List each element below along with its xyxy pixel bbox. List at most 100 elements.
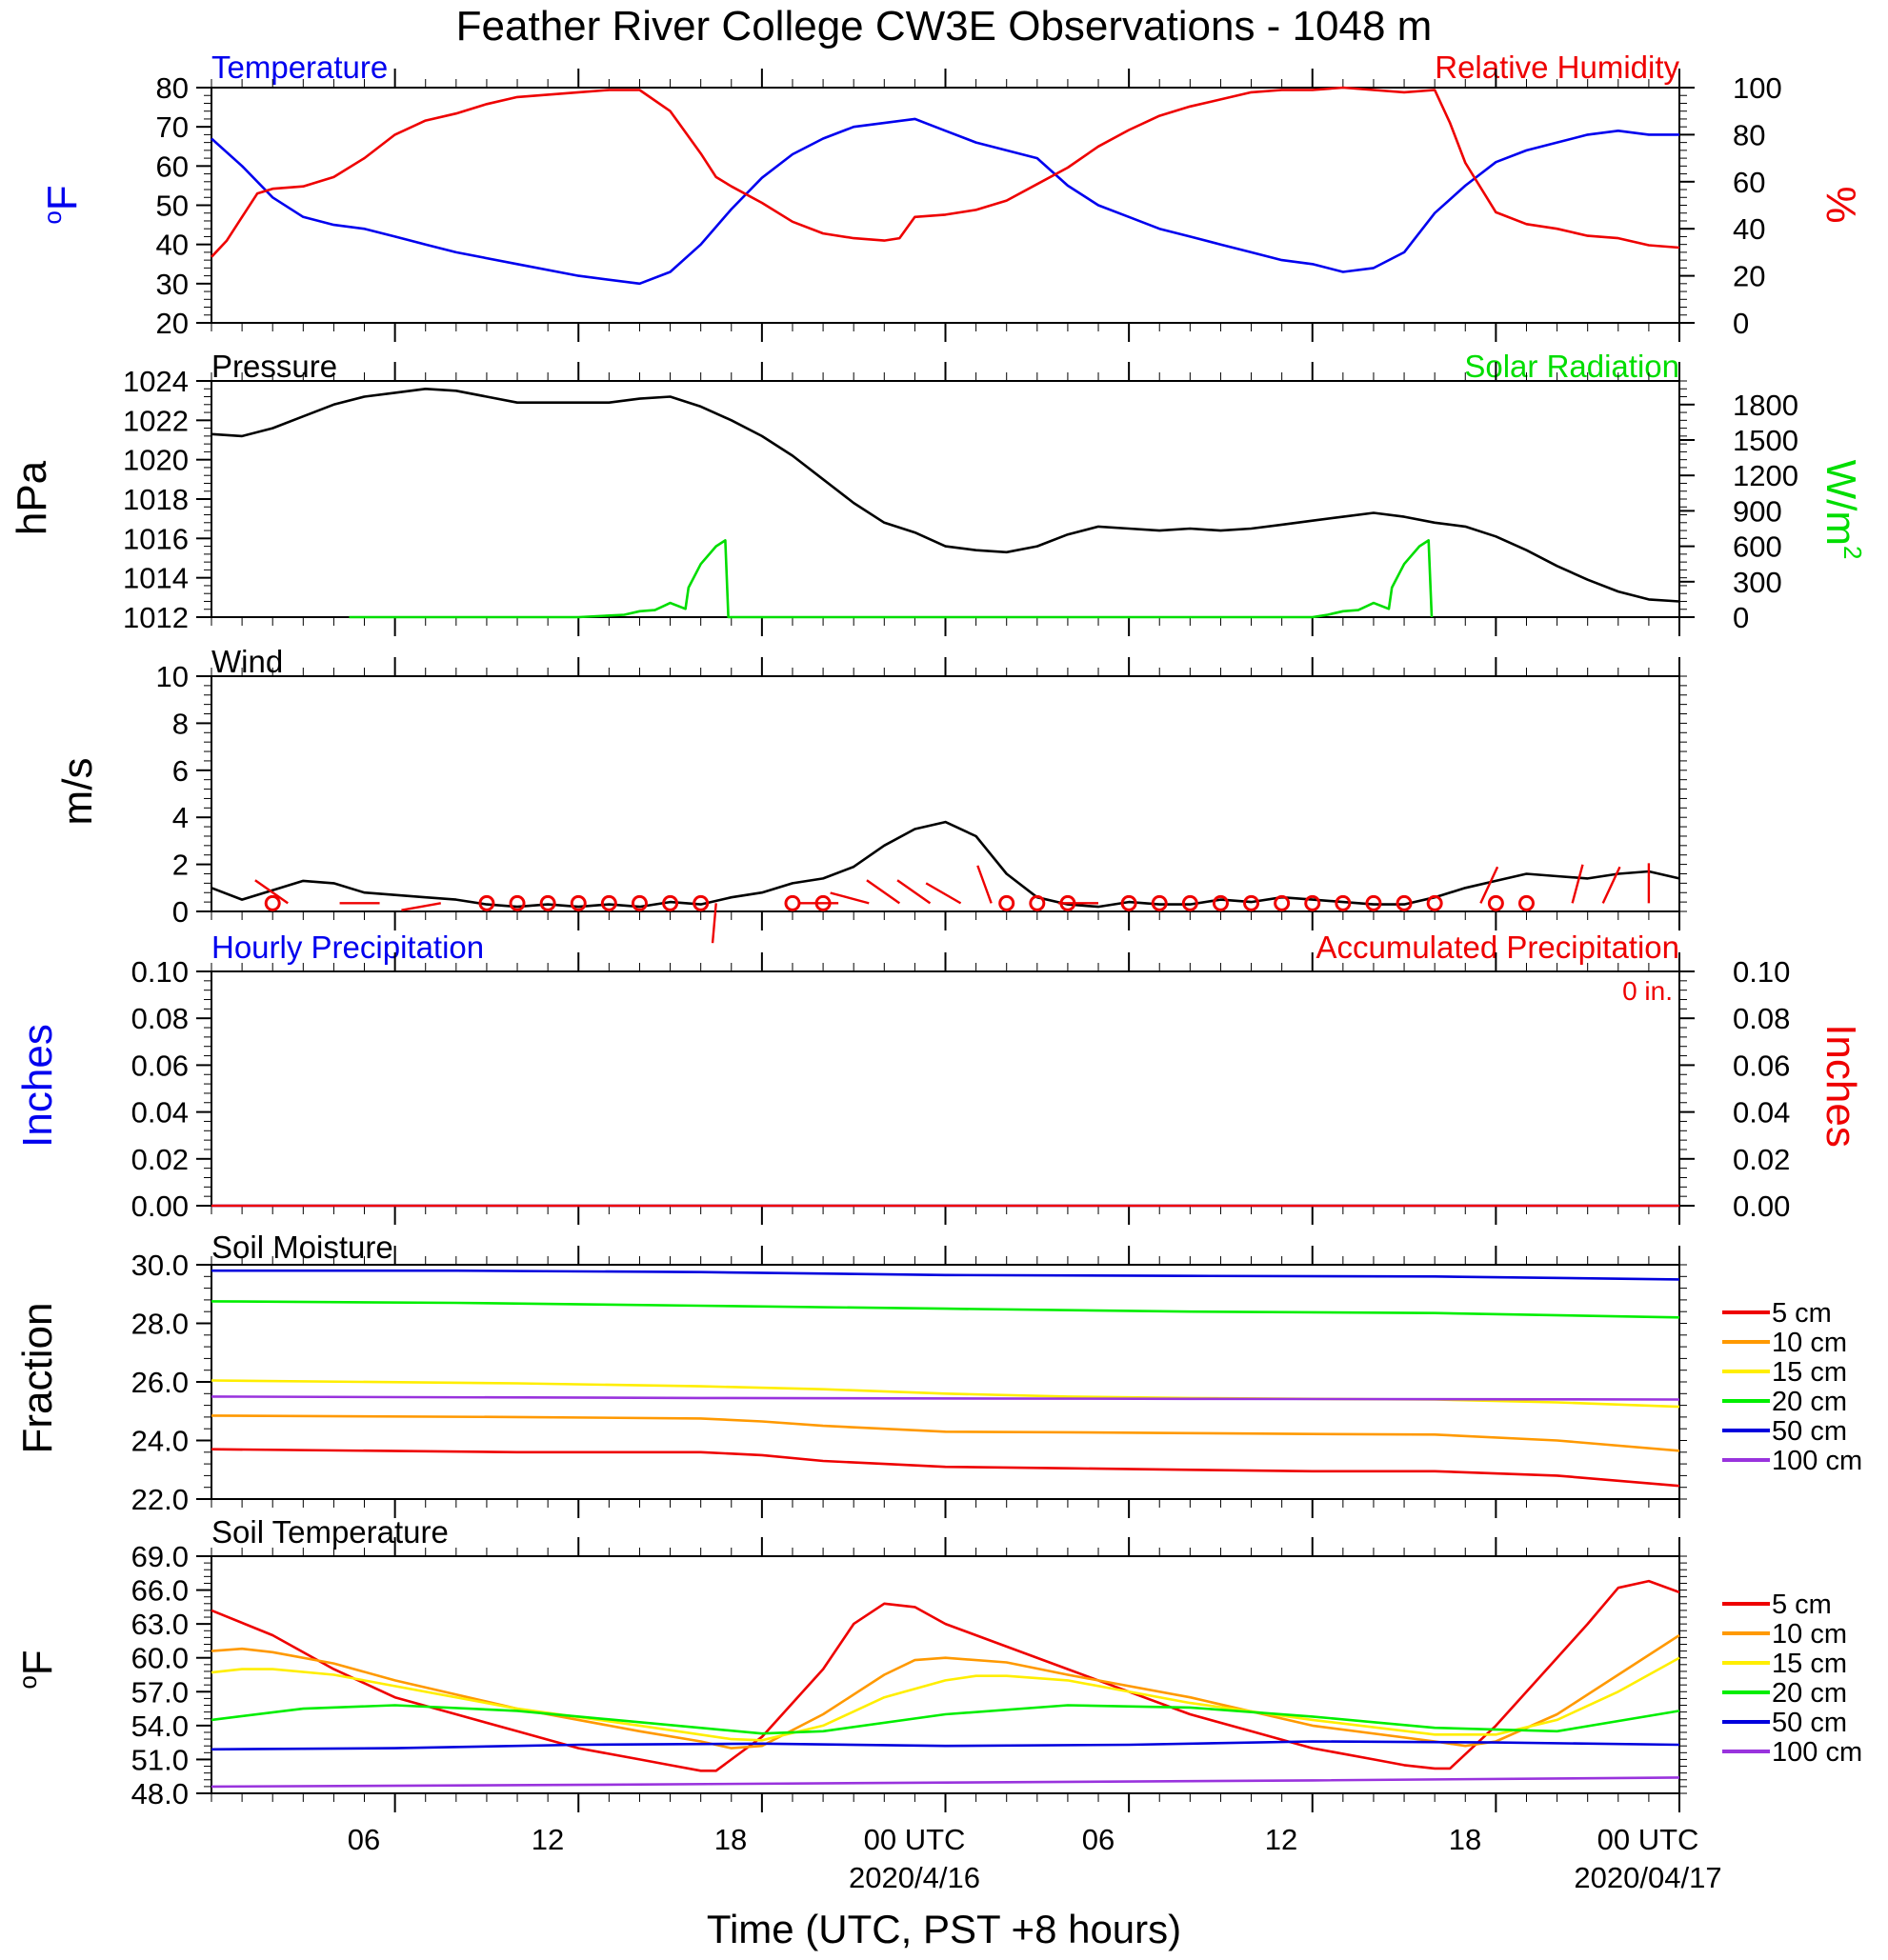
panel-2-series-solar-radiation [349,539,1434,619]
panel-5-series-20-cm [211,1300,1680,1319]
legend-label: 50 cm [1772,1708,1847,1738]
wind-calm-marker [1487,894,1504,911]
wind-barb [711,903,717,944]
panel-2-ylabel-right: W/m2 [1818,460,1867,560]
wind-calm-marker [478,894,495,911]
panel-4-ytick-right-label: 0.08 [1733,1002,1790,1035]
wind-calm-marker [1517,894,1535,911]
wind-barb [976,865,993,904]
wind-calm-marker [1365,894,1382,911]
panel-4-ytick-right-label: 0.00 [1733,1190,1790,1223]
panel-1-ytick-right-label: 0 [1733,307,1749,340]
panel-1-series-relative-humidity [211,86,1680,258]
panel-1-ytick-right-label: 60 [1733,166,1765,199]
panel-4-ylabel-left: Inches [14,1024,61,1148]
xtick-12-a: 12 [532,1823,564,1856]
panel-1-series-temperature [211,117,1679,286]
panel-1-ytick-right-label: 20 [1733,260,1765,293]
legend-label: 100 cm [1772,1446,1862,1476]
wind-calm-marker [631,894,648,911]
panel-6-series-100-cm [211,1776,1680,1789]
panel-6-ytick-label: 54.0 [131,1710,189,1743]
wind-calm-marker [539,894,556,911]
panel-1-ytick-right-label: 100 [1733,71,1782,105]
panel-6-ytick-label: 51.0 [131,1743,189,1776]
panel-5-ylabel-left: Fraction [14,1303,61,1454]
figure-title: Feather River College CW3E Observations … [456,3,1433,50]
panel-4-ytick-right-label: 0.10 [1733,955,1790,989]
wind-calm-marker [570,894,587,911]
panel-4-ytick-label: 0.08 [131,1002,189,1035]
wind-calm-marker [264,894,281,911]
panel-3-frame [211,675,1680,912]
panel-5-series-100-cm [211,1395,1680,1401]
xtick-12-b: 12 [1265,1823,1297,1856]
wind-barb [925,882,962,905]
panel-6-left-title: Soil Temperature [211,1514,449,1550]
panel-4-ytick-label: 0.06 [131,1049,189,1082]
panel-4-ytick-right-label: 0.06 [1733,1049,1790,1082]
x-axis-title: Time (UTC, PST +8 hours) [707,1907,1181,1951]
panel-1-ytick-right-label: 40 [1733,212,1765,246]
panel-4-left-title: Hourly Precipitation [211,930,484,965]
panel-1-right-title: Relative Humidity [1435,50,1679,85]
panel-2-ytick-right-label: 1800 [1733,389,1798,422]
date-label-2: 2020/04/17 [1574,1861,1721,1894]
wind-calm-marker [1029,894,1046,911]
xtick-00utc-b: 00 UTC [1597,1823,1699,1856]
wind-calm-marker [1335,894,1352,911]
panel-6-ytick-label: 48.0 [131,1777,189,1810]
panel-6-series-20-cm [211,1704,1680,1735]
panel-1-ylabel-left: oF [38,185,86,224]
panel-5-ytick-label: 28.0 [131,1308,189,1341]
panel-6-ytick-label: 57.0 [131,1675,189,1709]
panel-3-ytick-label: 0 [172,895,189,929]
panel-6-series-15-cm [211,1656,1680,1742]
panel-4-right-title: Accumulated Precipitation [1316,930,1679,965]
legend-label: 10 cm [1772,1328,1847,1358]
wind-barb [254,879,289,905]
panel-4-ytick-label: 0.04 [131,1096,189,1130]
xtick-06-a: 06 [348,1823,380,1856]
panel-1-left-title: Temperature [211,50,388,85]
panel-3-ytick-label: 4 [172,801,189,834]
wind-calm-marker [509,894,526,911]
wind-barb [830,891,870,905]
panel-6-series-10-cm [211,1633,1680,1750]
wind-calm-marker [1120,894,1137,911]
legend-label: 15 cm [1772,1357,1847,1388]
panel-2-right-title: Solar Radiation [1464,349,1679,384]
panel-1-ytick-right-label: 80 [1733,118,1765,151]
panel-5-ytick-label: 22.0 [131,1483,189,1516]
panel-2-ytick-label: 1012 [123,601,189,634]
panel-6-ytick-label: 63.0 [131,1608,189,1641]
panel-2-series-pressure [211,387,1680,603]
legend-label: 5 cm [1772,1590,1832,1620]
legend-label: 50 cm [1772,1416,1847,1447]
panel-6-ytick-label: 69.0 [131,1540,189,1573]
panel-2-ytick-right-label: 300 [1733,566,1782,599]
wind-barb [1479,866,1499,904]
panel-3-ytick-label: 8 [172,707,189,740]
wind-calm-marker [1243,894,1260,911]
panel-5-ytick-label: 30.0 [131,1249,189,1282]
panel-4-ytick-right-label: 0.04 [1733,1096,1790,1130]
panel-5-series-15-cm [211,1379,1680,1409]
panel-2-ytick-right-label: 1200 [1733,459,1798,492]
wind-calm-marker [784,894,801,911]
panel-3-ytick-label: 6 [172,754,189,788]
wind-barb [401,902,441,911]
panel-3-left-title: Wind [211,644,283,679]
panel-5-left-title: Soil Moisture [211,1230,393,1265]
panel-4-frame [211,970,1680,1207]
panel-2-ytick-right-label: 900 [1733,494,1782,528]
xtick-06-b: 06 [1082,1823,1115,1856]
panel-2-ylabel-left: hPa [9,460,55,535]
panel-4-ylabel-right: Inches [1818,1024,1864,1148]
wind-calm-marker [1212,894,1229,911]
wind-barb [896,879,932,905]
panel-5-series-5-cm [211,1448,1680,1488]
panel-2-ytick-label: 1022 [123,404,189,437]
legend-label: 20 cm [1772,1678,1847,1709]
panel-1-ytick-label: 70 [156,110,189,144]
